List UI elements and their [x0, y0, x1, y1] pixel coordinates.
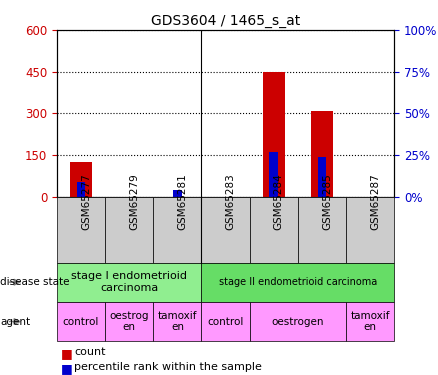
Text: stage II endometrioid carcinoma: stage II endometrioid carcinoma: [219, 277, 377, 287]
Text: count: count: [74, 347, 106, 357]
Bar: [70, 162, 92, 197]
Title: GDS3604 / 1465_s_at: GDS3604 / 1465_s_at: [151, 13, 300, 28]
Text: tamoxif
en: tamoxif en: [158, 311, 197, 332]
Text: GSM65277: GSM65277: [81, 173, 91, 230]
Text: oestrogen: oestrogen: [272, 316, 324, 327]
Text: agent: agent: [0, 316, 30, 327]
Text: oestrog
en: oestrog en: [110, 311, 149, 332]
Text: tamoxif
en: tamoxif en: [350, 311, 390, 332]
Text: GSM65285: GSM65285: [322, 173, 332, 230]
Bar: [269, 152, 278, 197]
Text: disease state: disease state: [0, 277, 70, 287]
Text: ■: ■: [61, 347, 73, 360]
Text: GSM65281: GSM65281: [177, 173, 187, 230]
Text: control: control: [63, 316, 99, 327]
Text: percentile rank within the sample: percentile rank within the sample: [74, 362, 262, 372]
Text: GSM65287: GSM65287: [370, 173, 380, 230]
Text: stage I endometrioid
carcinoma: stage I endometrioid carcinoma: [71, 272, 187, 293]
Text: GSM65283: GSM65283: [226, 173, 236, 230]
Text: ■: ■: [61, 362, 73, 375]
Text: GSM65284: GSM65284: [274, 173, 284, 230]
Bar: [263, 72, 285, 197]
Text: GSM65279: GSM65279: [129, 173, 139, 230]
Text: control: control: [207, 316, 244, 327]
Bar: [318, 156, 326, 197]
Bar: [77, 182, 85, 197]
Bar: [173, 190, 182, 197]
Bar: [311, 111, 333, 197]
